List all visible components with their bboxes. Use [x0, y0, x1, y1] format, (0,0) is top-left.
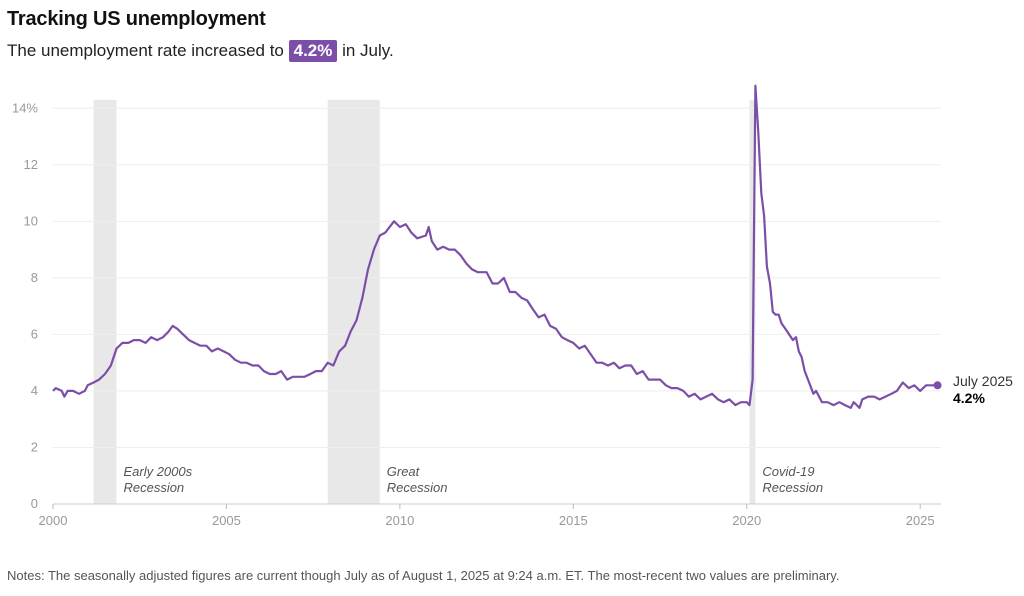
- unemployment-line-chart: 0 2 4 6 8 10 12 14% 2000 2005 2010 2015 2020 2025 Earl…: [12, 84, 1013, 528]
- chart-subtitle: The unemployment rate increased to 4.2% …: [7, 40, 394, 62]
- recession-band: [327, 99, 380, 504]
- x-tick-label: 2000: [39, 513, 68, 528]
- recession-label: Covid-19: [762, 464, 814, 479]
- y-tick-label: 10: [24, 213, 38, 228]
- recession-label: Recession: [762, 480, 823, 495]
- x-tick-label: 2010: [385, 513, 414, 528]
- y-tick-label: 14%: [12, 100, 38, 115]
- y-tick-label: 6: [31, 326, 38, 341]
- x-tick-label: 2025: [906, 513, 935, 528]
- y-tick-label: 2: [31, 439, 38, 454]
- recession-label: Great: [387, 464, 421, 479]
- recession-label: Recession: [387, 480, 448, 495]
- end-label-value: 4.2%: [953, 390, 985, 406]
- y-tick-label: 12: [24, 157, 38, 172]
- x-tick-label: 2015: [559, 513, 588, 528]
- latest-data-point: [933, 381, 942, 390]
- y-tick-label: 8: [31, 270, 38, 285]
- x-tick-label: 2005: [212, 513, 241, 528]
- subtitle-highlight-value: 4.2%: [288, 40, 338, 62]
- chart-notes: Notes: The seasonally adjusted figures a…: [7, 568, 840, 583]
- recession-label: Early 2000s: [123, 464, 192, 479]
- subtitle-text-post: in July.: [342, 41, 394, 60]
- subtitle-text-pre: The unemployment rate increased to: [7, 41, 284, 60]
- end-label-date: July 2025: [953, 373, 1013, 389]
- recession-band: [93, 99, 117, 504]
- recession-label: Recession: [123, 480, 184, 495]
- chart-title: Tracking US unemployment: [7, 8, 266, 30]
- x-tick-label: 2020: [732, 513, 761, 528]
- unemployment-rate-line: [52, 84, 938, 409]
- y-tick-label: 0: [31, 496, 38, 511]
- y-tick-label: 4: [31, 383, 38, 398]
